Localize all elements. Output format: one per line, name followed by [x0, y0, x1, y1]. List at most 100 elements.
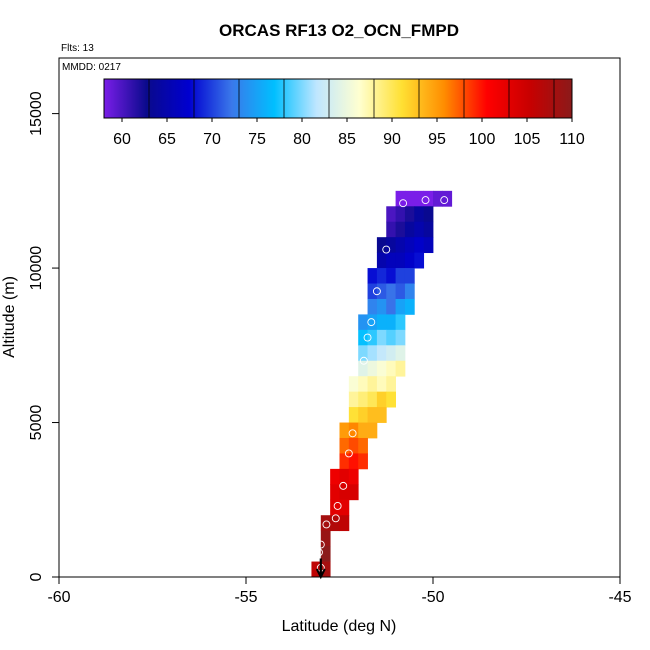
heatmap-cell — [395, 314, 406, 331]
heatmap-cell — [320, 530, 331, 547]
heatmap-cell — [376, 345, 387, 362]
heatmap-cell — [358, 453, 368, 470]
colorbar-tick-label: 65 — [158, 131, 176, 148]
heatmap-cell — [367, 376, 378, 393]
heatmap-cell — [423, 237, 434, 254]
heatmap-cell — [386, 221, 396, 238]
heatmap-cell — [414, 190, 425, 207]
heatmap-cell — [404, 268, 415, 284]
plot-frame — [58, 57, 621, 578]
heatmap-cell — [414, 252, 425, 269]
heatmap-cell — [367, 407, 378, 423]
heatmap-cell — [414, 221, 425, 238]
x-tick-label: -50 — [421, 589, 444, 606]
y-tick-label: 10000 — [28, 246, 45, 291]
sample-marker — [331, 514, 340, 523]
heatmap-cell — [376, 360, 387, 377]
heatmap-cell — [367, 345, 378, 362]
heatmap-cell — [358, 360, 368, 377]
heatmap-cell — [358, 329, 368, 346]
heatmap-cell — [358, 345, 368, 362]
heatmap-cell — [395, 298, 406, 315]
heatmap-cell — [348, 376, 359, 393]
sample-marker — [333, 501, 342, 510]
heatmap-cell — [376, 314, 387, 331]
heatmap-cell — [395, 252, 406, 269]
colorbar-tick-label: 110 — [559, 131, 585, 148]
heatmap-cell — [367, 329, 378, 346]
heatmap-cell — [339, 499, 350, 516]
heatmap-cell — [330, 515, 340, 532]
colorbar-tick-label: 60 — [113, 131, 131, 148]
heatmap-cell — [395, 360, 406, 377]
heatmap-cell — [376, 268, 387, 284]
sample-marker — [344, 449, 353, 458]
heatmap-cell — [358, 422, 368, 439]
heatmap-cell — [358, 407, 368, 423]
heatmap-cell — [339, 515, 350, 532]
colorbar-tick-label: 90 — [383, 131, 401, 148]
x-axis-label: Latitude (deg N) — [282, 618, 397, 635]
heatmap-cell — [339, 453, 350, 470]
heatmap-cell — [423, 206, 434, 223]
heatmap-cell — [395, 206, 406, 223]
heatmap-cell — [386, 345, 396, 362]
heatmap-cell — [386, 314, 396, 331]
heatmap-cell — [358, 314, 368, 331]
heatmap-cell — [339, 422, 350, 439]
y-tick-label: 5000 — [28, 405, 45, 441]
colorbar-tick-label: 75 — [248, 131, 266, 148]
colorbar-gradient — [104, 79, 572, 118]
heatmap-cell — [414, 237, 425, 254]
heatmap-cell — [404, 221, 415, 238]
chart-title: ORCAS RF13 O2_OCN_FMPD — [219, 21, 459, 40]
y-axis-label: Altitude (m) — [1, 276, 18, 358]
y-tick-label: 0 — [28, 572, 45, 581]
sample-marker — [339, 481, 348, 490]
sample-marker — [316, 540, 325, 549]
heatmap-cell — [376, 237, 387, 254]
heatmap-cell — [348, 422, 359, 439]
heatmap-cell — [404, 206, 415, 223]
heatmap-cell — [320, 546, 331, 562]
sample-marker — [372, 287, 381, 296]
colorbar-tick-label: 95 — [428, 131, 446, 148]
heatmap-cell — [404, 190, 415, 207]
heatmap-cell — [395, 329, 406, 346]
heatmap-cell — [339, 437, 350, 454]
heatmap-cell — [386, 237, 396, 254]
sample-marker — [382, 245, 391, 254]
heatmap-cell — [320, 515, 331, 532]
y-axis: 0 5000 10000 15000 — [28, 91, 59, 581]
colorbar-tick-label: 85 — [338, 131, 356, 148]
colorbar-tick-label: 70 — [203, 131, 221, 148]
heatmap-cell — [386, 252, 396, 269]
sample-marker — [421, 196, 430, 205]
heatmap-cell — [376, 283, 387, 300]
sample-marker — [440, 196, 449, 205]
heatmap-cell — [376, 407, 387, 423]
heatmap-cell — [330, 499, 340, 516]
heatmap-cell — [358, 437, 368, 454]
x-axis: -60 -55 -50 -45 — [47, 577, 632, 606]
heatmap-cell — [358, 391, 368, 408]
heatmap-cell — [376, 329, 387, 346]
heatmap-cell — [348, 484, 359, 501]
heatmap-cell — [376, 298, 387, 315]
heatmap-cell — [367, 314, 378, 331]
colorbar: 60 65 70 75 80 85 90 95 100 105 110 — [103, 78, 585, 148]
heatmap-cell — [386, 268, 396, 284]
heatmap-cell — [386, 376, 396, 393]
heatmap-cell — [386, 298, 396, 315]
colorbar-tick-label: 80 — [293, 131, 311, 148]
sample-marker — [359, 356, 368, 365]
heatmap-cell — [376, 376, 387, 393]
heatmap-cell — [348, 407, 359, 423]
heatmap-cell — [339, 468, 350, 485]
heatmap-cell — [404, 283, 415, 300]
heatmap-cell — [330, 468, 340, 485]
x-tick-label: -45 — [608, 589, 631, 606]
sample-marker — [399, 199, 408, 208]
colorbar-tick-label: 100 — [469, 131, 496, 148]
date-label: MMDD: 0217 — [62, 62, 121, 73]
